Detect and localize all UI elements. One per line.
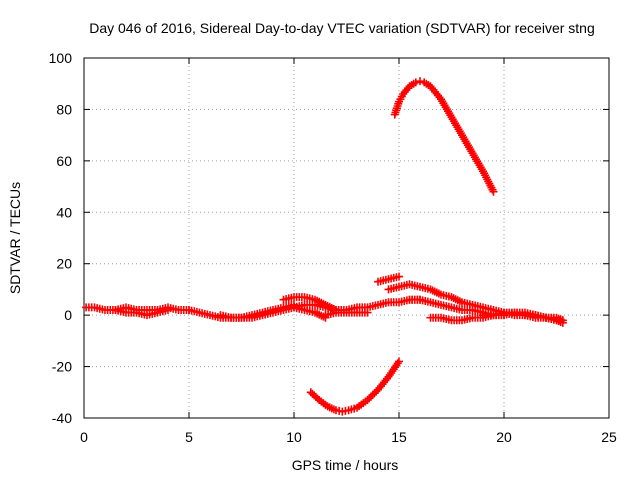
x-axis-label: GPS time / hours <box>292 457 399 473</box>
x-tick-label: 25 <box>601 429 617 445</box>
data-point <box>558 316 567 325</box>
y-tick-label: -20 <box>52 359 72 375</box>
series-arc-5 <box>279 293 340 314</box>
grid-lines <box>84 58 609 418</box>
data-point <box>164 306 172 314</box>
x-tick-label: 15 <box>391 429 407 445</box>
y-tick-label: 20 <box>56 256 72 272</box>
data-point <box>363 308 372 317</box>
x-tick-label: 20 <box>496 429 512 445</box>
y-tick-label: 100 <box>49 50 73 66</box>
y-tick-label: 60 <box>56 153 72 169</box>
data-point <box>489 187 498 196</box>
series-arc-13 <box>390 77 498 196</box>
series-arc-2 <box>111 306 172 320</box>
x-tick-label: 10 <box>286 429 302 445</box>
y-tick-labels: -40 -20 0 20 40 60 80 100 <box>49 50 73 426</box>
series-arc-8 <box>374 272 403 286</box>
x-tick-label: 5 <box>185 429 193 445</box>
chart-title: Day 046 of 2016, Sidereal Day-to-day VTE… <box>89 20 595 36</box>
plot-frame <box>83 57 610 419</box>
y-tick-label: 40 <box>56 204 72 220</box>
axis-ticks <box>83 57 610 419</box>
series-arc-7 <box>321 308 372 320</box>
data-point <box>395 357 403 366</box>
data-points <box>82 77 567 416</box>
x-tick-label: 0 <box>80 429 88 445</box>
series-arc-14 <box>306 357 403 416</box>
series-arc-12 <box>479 308 567 325</box>
y-tick-label: 0 <box>64 307 72 323</box>
data-point <box>395 272 403 281</box>
y-tick-label: 80 <box>56 101 72 117</box>
data-point <box>416 77 424 86</box>
x-tick-labels: 0 5 10 15 20 25 <box>80 429 617 445</box>
y-tick-label: -40 <box>52 410 72 426</box>
y-axis-label: SDTVAR / TECUs <box>7 182 23 294</box>
series-arc-4 <box>216 295 424 322</box>
data-point <box>411 78 420 87</box>
